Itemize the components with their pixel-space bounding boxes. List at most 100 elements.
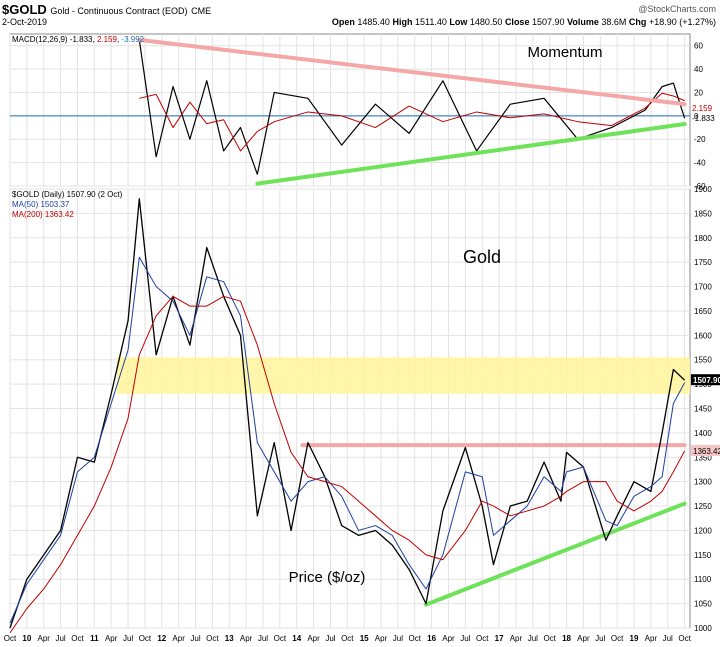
macd-last-label: -1.833	[692, 114, 715, 123]
price-ytick-label: 1250	[694, 502, 712, 511]
price-xtick-label: Apr	[442, 634, 455, 643]
macd-legend-prefix: MACD(12,26,9)	[12, 35, 70, 44]
price-ytick-label: 1450	[694, 405, 712, 414]
price-xtick-label: 16	[427, 634, 436, 643]
macd-legend-histogram-value: -3.992	[121, 35, 144, 44]
price-ytick-label: 1200	[694, 526, 712, 535]
low-label: Low	[449, 17, 468, 27]
macd-ytick-label: 60	[694, 42, 703, 51]
price-xtick-label: 13	[225, 634, 234, 643]
price-xtick-label: Apr	[105, 634, 118, 643]
price-last-badge	[691, 374, 720, 386]
price-ytick-label: 1150	[694, 551, 712, 560]
macd-signal-line	[139, 92, 685, 152]
price-ytick-label: 1650	[694, 307, 712, 316]
price-xtick-label: Oct	[678, 634, 691, 643]
macd-panel-title: Momentum	[527, 44, 602, 61]
price-xtick-label: Jul	[190, 634, 200, 643]
price-zone-band	[116, 357, 690, 394]
open-label: Open	[331, 17, 355, 27]
price-xtick-label: Jul	[393, 634, 403, 643]
price-xtick-label: Jul	[258, 634, 268, 643]
price-ytick-label: 1600	[694, 331, 712, 340]
price-xtick-label: Apr	[307, 634, 320, 643]
price-legend-entry: MA(200) 1363.42	[12, 210, 74, 219]
price-legend-entry: MA(50) 1503.37	[12, 200, 70, 209]
price-ytick-label: 1400	[694, 429, 712, 438]
ma200-last-badge	[691, 444, 720, 456]
macd-ytick-label: -20	[694, 135, 706, 144]
price-xtick-label: Jul	[595, 634, 605, 643]
macd-ytick-label: 40	[694, 65, 703, 74]
price-xtick-label: Oct	[139, 634, 152, 643]
price-last-label: 1507.90	[693, 376, 720, 385]
volume-value: 38.6M	[601, 17, 627, 27]
price-xtick-label: Apr	[38, 634, 51, 643]
chg-value: +18.90 (+1.27%)	[648, 17, 716, 27]
price-xtick-label: 19	[630, 634, 639, 643]
chart-title: $GOLD Gold - Continuous Contract (EOD) C…	[2, 2, 211, 17]
price-xtick-label: Jul	[55, 634, 65, 643]
price-ytick-label: 1350	[694, 453, 712, 462]
macd-trendline-resistance	[137, 37, 687, 107]
macd-ytick-label: -40	[694, 159, 706, 168]
watermark: @StockCharts.com	[638, 4, 716, 14]
macd-ytick-label: 0	[694, 112, 699, 121]
contract-description: Gold - Continuous Contract (EOD)	[50, 6, 188, 16]
price-ytick-label: 1050	[694, 600, 712, 609]
price-ytick-label: 1850	[694, 209, 712, 218]
price-xtick-label: Jul	[460, 634, 470, 643]
price-xtick-label: Apr	[577, 634, 590, 643]
high-label: High	[392, 17, 413, 27]
price-xtick-label: Oct	[543, 634, 556, 643]
price-xtick-label: 17	[495, 634, 504, 643]
close-label: Close	[504, 17, 530, 27]
price-series-ma200	[9, 295, 686, 634]
chart-date: 2-Oct-2019	[2, 17, 48, 27]
price-ytick-label: 1100	[694, 575, 712, 584]
price-xtick-label: 10	[22, 634, 31, 643]
price-xtick-label: Apr	[510, 634, 523, 643]
price-legend-entry: $GOLD (Daily) 1507.90 (2 Oct)	[12, 190, 123, 199]
price-xtick-label: Jul	[123, 634, 133, 643]
high-value: 1511.40	[414, 17, 447, 27]
price-xtick-label: 18	[562, 634, 571, 643]
exchange-label: CME	[191, 6, 212, 16]
macd-legend-separator: ,	[117, 35, 121, 44]
ohlc-summary: Open 1485.40 High 1511.40 Low 1480.50 Cl…	[332, 17, 716, 27]
price-ytick-label: 1300	[694, 478, 712, 487]
open-value: 1485.40	[357, 17, 390, 27]
price-xtick-label: Apr	[240, 634, 253, 643]
close-value: 1507.90	[531, 17, 565, 27]
price-xtick-label: Oct	[341, 634, 354, 643]
price-xtick-label: 14	[292, 634, 301, 643]
volume-label: Volume	[567, 17, 599, 27]
macd-signal-last-label: 2.159	[692, 104, 713, 113]
price-ytick-label: 1750	[694, 258, 712, 267]
price-xtick-label: Oct	[611, 634, 624, 643]
price-xtick-label: Oct	[409, 634, 422, 643]
price-xtick-label: Oct	[4, 634, 17, 643]
price-xtick-label: Jul	[325, 634, 335, 643]
macd-legend: MACD(12,26,9) -1.833, 2.159, -3.992	[12, 35, 145, 44]
price-xtick-label: Oct	[71, 634, 84, 643]
price-xtick-label: 11	[90, 634, 99, 643]
price-xtick-label: Apr	[375, 634, 388, 643]
price-ytick-label: 1700	[694, 283, 712, 292]
macd-legend-signal-value: 2.159	[97, 35, 118, 44]
price-ytick-label: 1900	[694, 185, 712, 194]
price-xtick-label: Jul	[663, 634, 673, 643]
price-trendline-support	[424, 501, 687, 607]
price-xtick-label: Oct	[274, 634, 287, 643]
ma200-last-label: 1363.42	[693, 447, 720, 456]
price-ylabel: Price ($/oz)	[289, 569, 366, 586]
price-series-ma50	[9, 256, 686, 624]
price-xtick-label: Oct	[476, 634, 489, 643]
symbol-label: $GOLD	[2, 2, 47, 17]
macd-trendline-support	[255, 122, 687, 186]
price-xtick-label: 15	[360, 634, 369, 643]
price-xtick-label: Apr	[645, 634, 658, 643]
price-xtick-label: Oct	[206, 634, 219, 643]
macd-line	[138, 39, 686, 175]
price-xtick-label: Apr	[172, 634, 185, 643]
